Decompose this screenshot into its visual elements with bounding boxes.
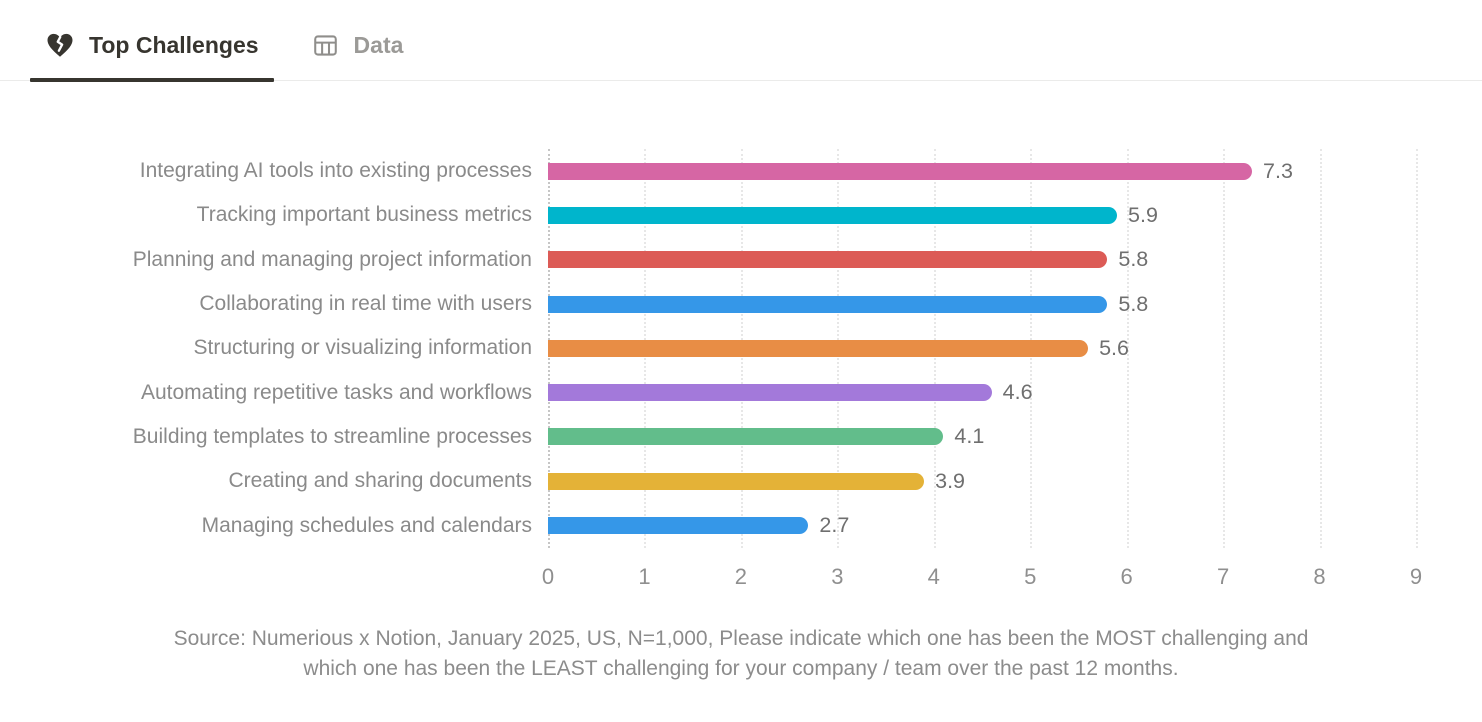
category-label: Collaborating in real time with users bbox=[199, 292, 532, 316]
axis-tick-label: 3 bbox=[831, 563, 844, 589]
bar bbox=[548, 517, 809, 535]
axis-tick-label: 8 bbox=[1313, 563, 1326, 589]
bar-row: Integrating AI tools into existing proce… bbox=[0, 149, 1482, 193]
tab-label: Data bbox=[353, 32, 404, 58]
source-note: Source: Numerious x Notion, January 2025… bbox=[0, 624, 1482, 684]
bar bbox=[548, 206, 1118, 224]
bar-chart: Integrating AI tools into existing proce… bbox=[0, 149, 1482, 596]
axis-tick-label: 5 bbox=[1024, 563, 1037, 589]
bar-plot-area: 5.9 bbox=[548, 193, 1482, 237]
category-label: Structuring or visualizing information bbox=[193, 336, 532, 360]
category-label: Tracking important business metrics bbox=[196, 203, 532, 227]
category-label: Managing schedules and calendars bbox=[201, 513, 532, 537]
category-label: Creating and sharing documents bbox=[228, 469, 532, 493]
bar-row: Planning and managing project informatio… bbox=[0, 238, 1482, 282]
bar-row: Tracking important business metrics 5.9 bbox=[0, 193, 1482, 237]
axis-tick-label: 4 bbox=[927, 563, 940, 589]
tab-data[interactable]: Data bbox=[296, 25, 419, 80]
axis-tick-label: 2 bbox=[734, 563, 747, 589]
x-axis: 0 1 2 3 4 5 6 7 8 9 bbox=[542, 548, 1422, 596]
gridline bbox=[1416, 149, 1418, 548]
value-label: 5.8 bbox=[1118, 247, 1149, 272]
axis-tick-label: 7 bbox=[1216, 563, 1230, 589]
category-label: Planning and managing project informatio… bbox=[132, 247, 532, 271]
bar bbox=[548, 384, 992, 402]
category-label: Automating repetitive tasks and workflow… bbox=[140, 380, 532, 404]
bar bbox=[548, 428, 944, 446]
bar-plot-area: 5.8 bbox=[548, 238, 1482, 282]
bar bbox=[548, 295, 1108, 313]
bar-row: Collaborating in real time with users 5.8 bbox=[0, 282, 1482, 326]
bar-plot-area: 4.1 bbox=[548, 415, 1482, 459]
axis-tick-label: 6 bbox=[1120, 563, 1133, 589]
tab-top-challenges[interactable]: Top Challenges bbox=[30, 24, 274, 82]
tab-bar: Top Challenges Data bbox=[0, 0, 1482, 82]
bar-row: Building templates to streamline process… bbox=[0, 415, 1482, 459]
source-line-2: which one has been the LEAST challenging… bbox=[303, 656, 1179, 680]
bar-plot-area: 3.9 bbox=[548, 459, 1482, 503]
bar bbox=[548, 162, 1253, 180]
bar-row: Automating repetitive tasks and workflow… bbox=[0, 370, 1482, 414]
bar-row: Structuring or visualizing information 5.… bbox=[0, 326, 1482, 370]
bar-plot-area: 7.3 bbox=[548, 149, 1482, 193]
value-label: 5.8 bbox=[1118, 291, 1149, 316]
bar-plot-area: 2.7 bbox=[548, 503, 1482, 547]
table-icon bbox=[311, 31, 340, 60]
source-line-1: Source: Numerious x Notion, January 2025… bbox=[173, 626, 1309, 650]
category-label: Building templates to streamline process… bbox=[132, 424, 532, 448]
value-label: 3.9 bbox=[935, 468, 966, 493]
category-label: Integrating AI tools into existing proce… bbox=[139, 159, 532, 183]
gridline bbox=[1319, 149, 1322, 548]
axis-tick-label: 9 bbox=[1409, 563, 1423, 589]
bar-plot-area: 4.6 bbox=[548, 370, 1482, 414]
broken-heart-icon bbox=[45, 30, 75, 60]
bar bbox=[548, 339, 1089, 357]
value-label: 7.3 bbox=[1263, 158, 1293, 183]
value-label: 5.6 bbox=[1099, 335, 1129, 360]
bar-row: Managing schedules and calendars 2.7 bbox=[0, 503, 1482, 547]
bar-plot-area: 5.8 bbox=[548, 282, 1482, 326]
bar-rows: Integrating AI tools into existing proce… bbox=[0, 149, 1482, 548]
bar-row: Creating and sharing documents 3.9 bbox=[0, 459, 1482, 503]
gridline bbox=[1223, 149, 1226, 548]
bar bbox=[548, 251, 1108, 269]
axis-tick-label: 0 bbox=[541, 563, 555, 589]
value-label: 2.7 bbox=[819, 513, 850, 538]
value-label: 4.1 bbox=[954, 424, 985, 449]
bar-plot-area: 5.6 bbox=[548, 326, 1482, 370]
gridline bbox=[1126, 149, 1129, 548]
bar bbox=[548, 472, 925, 490]
tab-label: Top Challenges bbox=[89, 31, 259, 58]
value-label: 4.6 bbox=[1002, 380, 1033, 405]
axis-tick-label: 1 bbox=[638, 563, 651, 589]
value-label: 5.9 bbox=[1128, 202, 1158, 227]
